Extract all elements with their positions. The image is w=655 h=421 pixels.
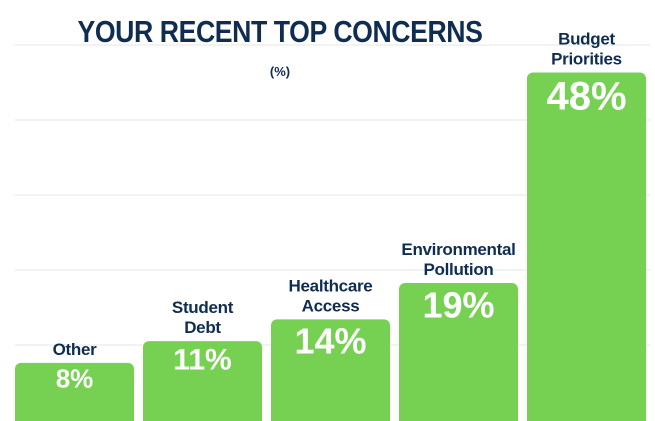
bar-other <box>15 362 134 421</box>
data-label: 19% <box>422 284 494 325</box>
data-label: 48% <box>546 75 626 119</box>
bar-environmental-pollution <box>399 283 518 421</box>
category-label: Priorities <box>551 50 622 69</box>
data-label: 8% <box>56 364 94 394</box>
data-label: 11% <box>173 344 231 377</box>
bar-budget-priorities <box>527 72 646 421</box>
category-label: Budget <box>558 30 615 49</box>
category-label: Environmental <box>401 240 515 259</box>
category-label: Healthcare <box>289 276 373 295</box>
data-label: 14% <box>294 321 366 362</box>
category-label: Debt <box>184 318 221 337</box>
bar-healthcare-access <box>271 319 390 421</box>
category-label: Pollution <box>423 260 493 279</box>
chart-title: YOUR RECENT TOP CONCERNS <box>77 14 483 49</box>
bar-student-debt <box>143 341 262 421</box>
category-label: Student <box>172 298 234 317</box>
category-label: Access <box>302 296 360 315</box>
chart-subtitle: (%) <box>269 64 291 79</box>
category-label: Other <box>53 340 98 359</box>
